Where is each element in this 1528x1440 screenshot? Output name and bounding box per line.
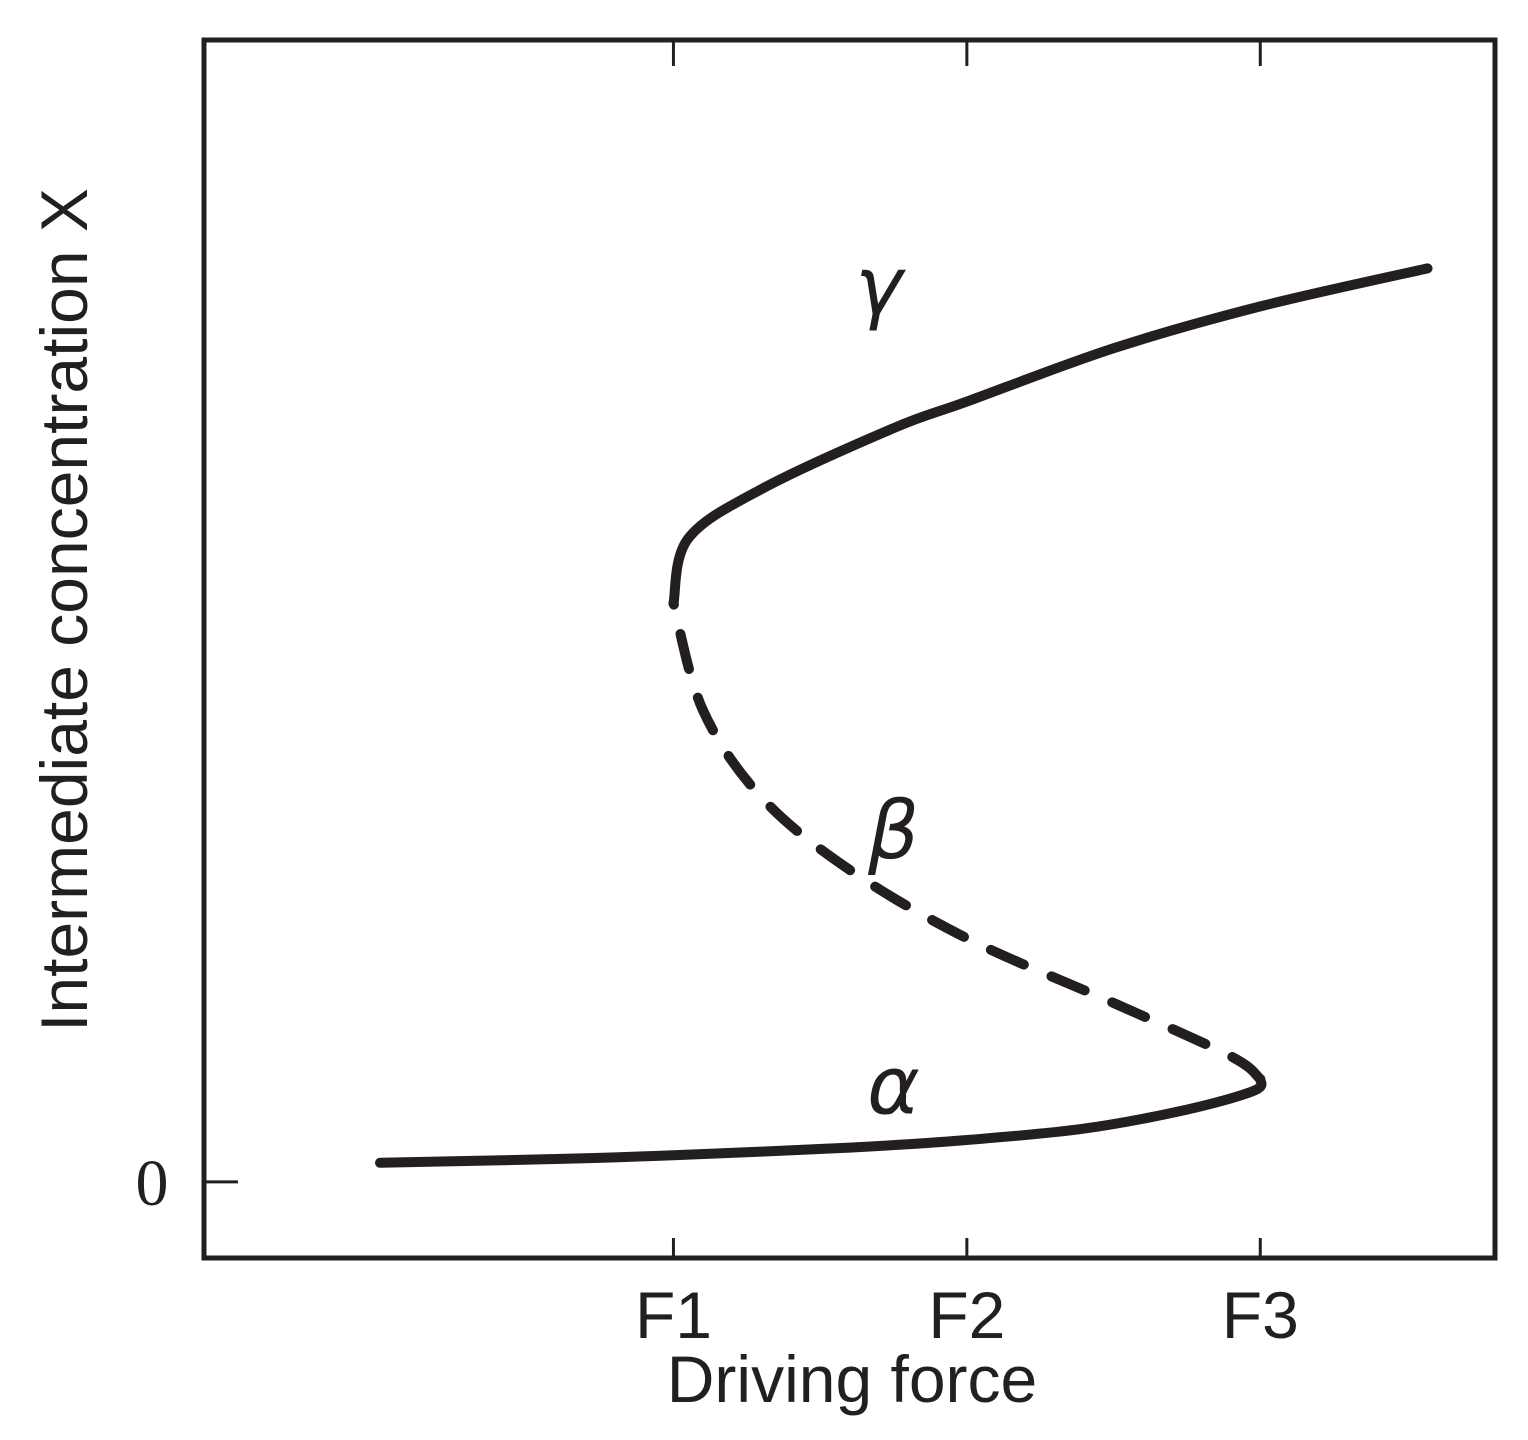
axis-ticks [204, 40, 1262, 1258]
series-label-gamma: γ [855, 240, 906, 333]
series-label-alpha: α [867, 1039, 920, 1132]
x-axis-title: Driving force [667, 1342, 1037, 1416]
curve-alpha [375, 1074, 1267, 1168]
y-axis-title: Intermediate concentration X [27, 188, 101, 1032]
axis-tick-labels: F1 F2 F3 0 [136, 1147, 1299, 1352]
curve-gamma [668, 263, 1433, 609]
series-label-beta: β [867, 784, 919, 877]
x-tick-label-f3: F3 [1222, 1278, 1299, 1352]
x-tick-label-f2: F2 [928, 1278, 1005, 1352]
series-labels: α β γ [855, 240, 920, 1132]
curve-beta [668, 598, 1266, 1085]
y-tick-label-0: 0 [136, 1147, 169, 1220]
x-tick-label-f1: F1 [635, 1278, 712, 1352]
data-curves [375, 263, 1433, 1168]
plot-frame [201, 37, 1498, 1261]
